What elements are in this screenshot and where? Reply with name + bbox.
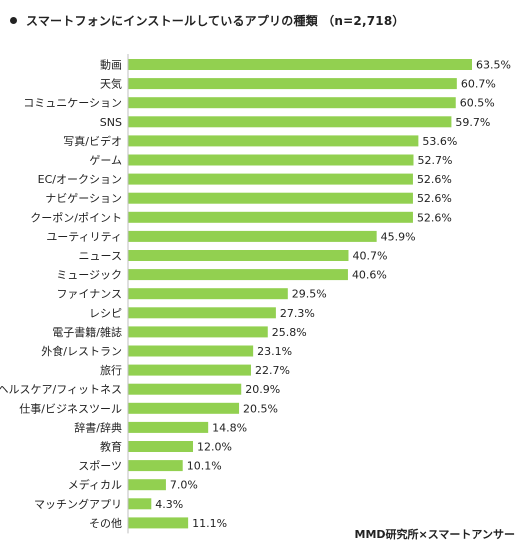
bar	[128, 326, 268, 338]
category-label: ニュース	[79, 250, 122, 263]
value-label: 23.1%	[257, 345, 292, 358]
category-label: ミュージック	[56, 269, 122, 282]
value-label: 10.1%	[187, 460, 222, 473]
bullet-icon	[10, 16, 17, 24]
bar	[128, 383, 242, 395]
value-label: 60.5%	[460, 97, 495, 110]
category-label: 写真/ビデオ	[63, 134, 122, 148]
category-label: レシピ	[89, 307, 122, 320]
value-label: 12.0%	[197, 441, 232, 454]
bar	[128, 173, 413, 185]
category-label: ファイナンス	[56, 288, 122, 301]
category-label: 外食/レストラン	[41, 344, 122, 358]
value-label: 52.6%	[417, 192, 452, 205]
value-label: 59.7%	[455, 116, 490, 129]
value-label: 14.8%	[212, 421, 247, 434]
category-label: 天気	[100, 77, 122, 91]
bar	[128, 498, 152, 510]
value-label: 52.7%	[417, 154, 452, 167]
category-label: ユーティリティ	[46, 230, 122, 243]
value-label: 4.3%	[155, 498, 183, 511]
bar	[128, 517, 189, 529]
bar	[128, 154, 414, 166]
category-label: 辞書/辞典	[74, 420, 122, 434]
value-label: 25.8%	[272, 326, 307, 339]
value-label: 20.5%	[243, 402, 278, 415]
category-label: ゲーム	[89, 154, 122, 167]
value-label: 40.6%	[352, 269, 387, 282]
bar	[128, 479, 166, 491]
category-label: ナビゲーション	[45, 192, 122, 205]
bar	[128, 59, 472, 70]
category-label: EC/オークション	[38, 173, 122, 186]
bar	[128, 250, 349, 261]
source-credit: MMD研究所×スマートアンサー	[354, 528, 515, 541]
category-label: コミュニケーション	[23, 97, 122, 110]
category-label: マッチングアプリ	[34, 497, 122, 511]
bar	[128, 460, 183, 472]
value-label: 53.6%	[422, 135, 457, 148]
value-label: 52.6%	[417, 173, 452, 186]
value-label: 29.5%	[292, 288, 327, 301]
value-label: 22.7%	[255, 364, 290, 377]
bar	[128, 192, 413, 204]
bar	[128, 345, 254, 357]
bar	[128, 230, 377, 242]
bar	[128, 421, 209, 433]
value-label: 63.5%	[476, 59, 511, 72]
value-label: 60.7%	[461, 78, 496, 91]
bar	[128, 307, 276, 319]
category-label: スポーツ	[78, 460, 122, 473]
value-label: 27.3%	[280, 307, 315, 320]
category-label: その他	[89, 517, 122, 530]
chart-title-row: スマートフォンにインストールしているアプリの種類 （n=2,718）	[10, 10, 405, 30]
category-label: SNS	[100, 116, 122, 129]
category-label: 仕事/ビジネスツール	[19, 402, 122, 415]
category-label: 教育	[100, 440, 122, 454]
bar	[128, 78, 457, 90]
bar	[128, 116, 452, 128]
bar	[128, 402, 240, 414]
category-label: ヘルスケア/フィットネス	[0, 383, 122, 396]
value-label: 52.6%	[417, 211, 452, 224]
bar	[128, 269, 348, 281]
bar	[128, 135, 419, 147]
bar	[128, 211, 413, 223]
category-label: クーポン/ポイント	[30, 211, 122, 224]
bar	[128, 364, 251, 376]
bar	[128, 288, 288, 300]
category-label: 旅行	[100, 363, 122, 377]
category-label: 電子書籍/雑誌	[52, 325, 122, 339]
value-label: 7.0%	[170, 479, 198, 492]
value-label: 45.9%	[381, 230, 416, 243]
value-label: 11.1%	[192, 517, 227, 530]
value-label: 40.7%	[352, 250, 387, 263]
bar	[128, 97, 456, 109]
bar	[128, 441, 194, 452]
category-label: 動画	[100, 58, 122, 72]
category-label: メディカル	[68, 478, 122, 492]
chart-title: スマートフォンにインストールしているアプリの種類 （n=2,718）	[26, 13, 405, 28]
value-label: 20.9%	[245, 383, 280, 396]
